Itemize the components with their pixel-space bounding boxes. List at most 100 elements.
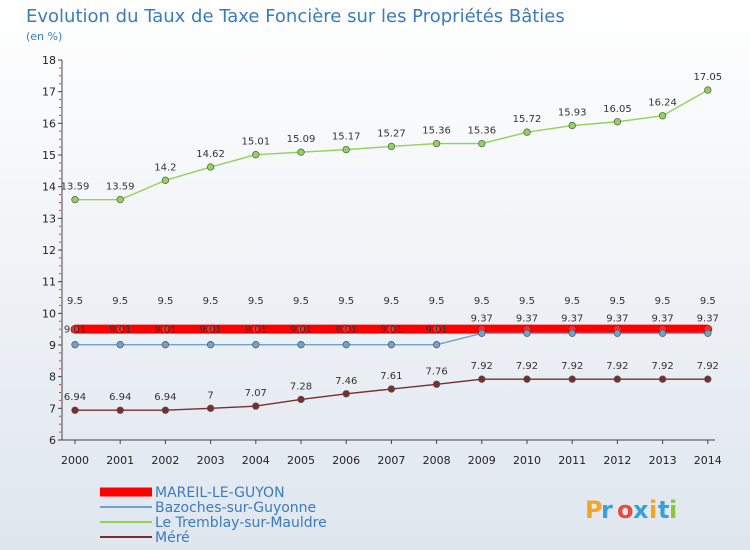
y-tick-label: 17 — [42, 86, 56, 99]
data-label: 7.61 — [380, 371, 402, 382]
series-point-3 — [613, 375, 622, 383]
logo-letter: P — [585, 496, 603, 524]
data-label: 7.92 — [516, 361, 538, 372]
data-label: 9.5 — [383, 296, 399, 307]
legend-label: Méré — [155, 530, 190, 546]
x-tick-label: 2006 — [332, 454, 360, 467]
series-point-2 — [252, 151, 260, 159]
series-point-2 — [116, 195, 124, 204]
series-point-2 — [206, 163, 215, 171]
x-tick-label: 2014 — [694, 454, 722, 467]
data-label: 15.36 — [467, 126, 496, 137]
x-tick-label: 2001 — [106, 454, 134, 467]
data-label: 9.01 — [380, 325, 402, 336]
series-point-3 — [478, 375, 486, 383]
y-tick-label: 16 — [42, 117, 56, 130]
x-tick-label: 2010 — [513, 454, 541, 467]
series-point-3 — [387, 385, 396, 393]
axes: 6 7 8 9 10 11 12 13 14 15 16 17 18 2000 2001 2002 2003 20… — [42, 54, 722, 467]
data-label: 17.05 — [693, 72, 722, 83]
data-label: 9.5 — [429, 296, 445, 307]
series-point-2 — [613, 118, 622, 126]
data-label: 13.59 — [106, 182, 135, 193]
data-label: 9.37 — [516, 313, 538, 324]
data-label: 15.93 — [558, 108, 587, 119]
series-point-2 — [387, 142, 396, 151]
data-label: 9.5 — [157, 296, 173, 307]
series-point-1 — [252, 341, 260, 349]
series-point-3 — [252, 402, 260, 410]
data-label: 9.5 — [338, 296, 354, 307]
series-point-0 — [206, 324, 215, 334]
data-label: 9.37 — [651, 313, 673, 324]
data-label: 15.01 — [241, 137, 270, 148]
y-tick-label: 14 — [42, 181, 56, 194]
legend-label: Bazoches-sur-Guyonne — [155, 500, 316, 516]
data-label: 9.5 — [655, 296, 671, 307]
legend-label: Le Tremblay-sur-Mauldre — [155, 515, 327, 531]
data-label: 9.01 — [199, 325, 221, 336]
logo-letter: i — [669, 496, 677, 524]
x-tick-label: 2000 — [61, 454, 89, 467]
series-point-3 — [297, 395, 305, 404]
series-point-1 — [71, 341, 79, 349]
y-tick-label: 7 — [49, 402, 56, 415]
data-label: 9.01 — [425, 325, 447, 336]
series-point-1 — [613, 329, 622, 337]
series-point-1 — [206, 341, 215, 349]
data-label: 9.5 — [293, 296, 309, 307]
y-tick-label: 6 — [49, 434, 56, 447]
x-tick-label: 2003 — [197, 454, 225, 467]
data-label: 15.27 — [377, 128, 406, 139]
series-point-2 — [342, 145, 350, 154]
data-label: 9.5 — [67, 296, 83, 307]
y-tick-label: 9 — [49, 339, 56, 352]
data-label: 14.62 — [196, 149, 225, 160]
y-tick-label: 12 — [42, 244, 56, 257]
series-layer — [70, 86, 713, 414]
series-point-2 — [432, 139, 441, 148]
data-label: 9.01 — [290, 325, 312, 336]
data-label: 7.28 — [290, 381, 312, 392]
series-point-1 — [568, 329, 576, 337]
series-point-3 — [658, 375, 667, 383]
x-tick-label: 2005 — [287, 454, 315, 467]
series-point-3 — [206, 404, 215, 412]
series-point-1 — [116, 341, 124, 349]
logo-letter: x — [633, 496, 649, 524]
data-labels-layer: 9.5 9.5 9.5 9.5 9.5 9.5 9.5 9.5 9.5 9.5 9.5 9.5 9.5 9… — [61, 72, 722, 403]
series-point-1 — [478, 329, 486, 337]
data-label: 9.5 — [248, 296, 264, 307]
series-point-2 — [568, 121, 576, 130]
data-label: 9.01 — [154, 325, 176, 336]
series-point-3 — [161, 406, 170, 414]
data-label: 9.5 — [519, 296, 535, 307]
series-point-2 — [658, 112, 667, 120]
data-label: 6.94 — [154, 392, 176, 403]
x-tick-label: 2007 — [377, 454, 405, 467]
data-label: 9.5 — [203, 296, 219, 307]
series-point-1 — [658, 329, 667, 337]
data-label: 7.07 — [245, 388, 267, 399]
data-label: 9.5 — [474, 296, 490, 307]
data-label: 15.36 — [422, 126, 451, 137]
data-label: 9.5 — [564, 296, 580, 307]
series-point-3 — [432, 380, 441, 388]
data-label: 7.46 — [335, 376, 357, 387]
data-label: 9.37 — [697, 313, 719, 324]
data-label: 15.17 — [332, 132, 361, 143]
data-label: 9.01 — [335, 325, 357, 336]
series-point-0 — [115, 324, 125, 334]
series-point-0 — [432, 324, 441, 334]
series-point-3 — [342, 390, 350, 398]
series-point-3 — [116, 406, 124, 414]
data-label: 14.2 — [154, 162, 176, 173]
series-point-1 — [523, 329, 531, 337]
series-point-1 — [704, 329, 712, 337]
logo-letter: r — [601, 496, 613, 524]
legend-label: MAREIL-LE-GUYON — [155, 485, 285, 501]
